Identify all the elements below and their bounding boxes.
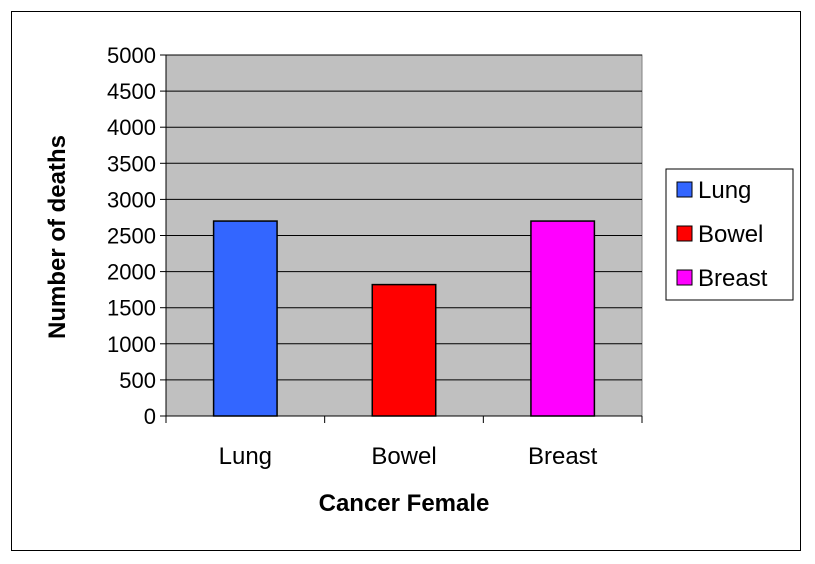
y-tick-label: 3500 [107, 151, 156, 176]
y-axis-title: Number of deaths [44, 135, 71, 339]
bar-lung [212, 220, 278, 417]
legend-label: Breast [698, 265, 768, 292]
bar-bowel [371, 283, 437, 417]
y-tick-label: 2000 [107, 260, 156, 285]
legend-swatch-breast [676, 269, 693, 286]
y-tick-label: 1000 [107, 332, 156, 357]
y-tick-label: 0 [144, 404, 156, 429]
legend-swatch-bowel [676, 225, 693, 242]
legend: Lung Bowel Breast [665, 168, 794, 301]
y-tick-label: 5000 [107, 43, 156, 68]
y-tick-label: 3000 [107, 187, 156, 212]
x-axis-title: Cancer Female [319, 490, 490, 517]
legend-label: Bowel [698, 221, 763, 248]
y-tick-label: 4000 [107, 115, 156, 140]
legend-label: Lung [698, 177, 751, 204]
y-tick-labels: 0 500 1000 1500 2000 2500 3000 3500 4000 4500 5000 [107, 43, 156, 429]
x-tick-labels: Lung Bowel Breast [219, 443, 598, 470]
y-tick-label: 4500 [107, 79, 156, 104]
legend-swatch-lung [676, 181, 693, 198]
x-tick-label: Bowel [371, 443, 436, 470]
y-tick-label: 500 [119, 368, 156, 393]
y-tick-label: 2500 [107, 224, 156, 249]
bar-breast [530, 220, 596, 417]
y-tick-label: 1500 [107, 296, 156, 321]
axes [160, 54, 643, 423]
x-tick-label: Breast [528, 443, 598, 470]
x-tick-label: Lung [219, 443, 272, 470]
